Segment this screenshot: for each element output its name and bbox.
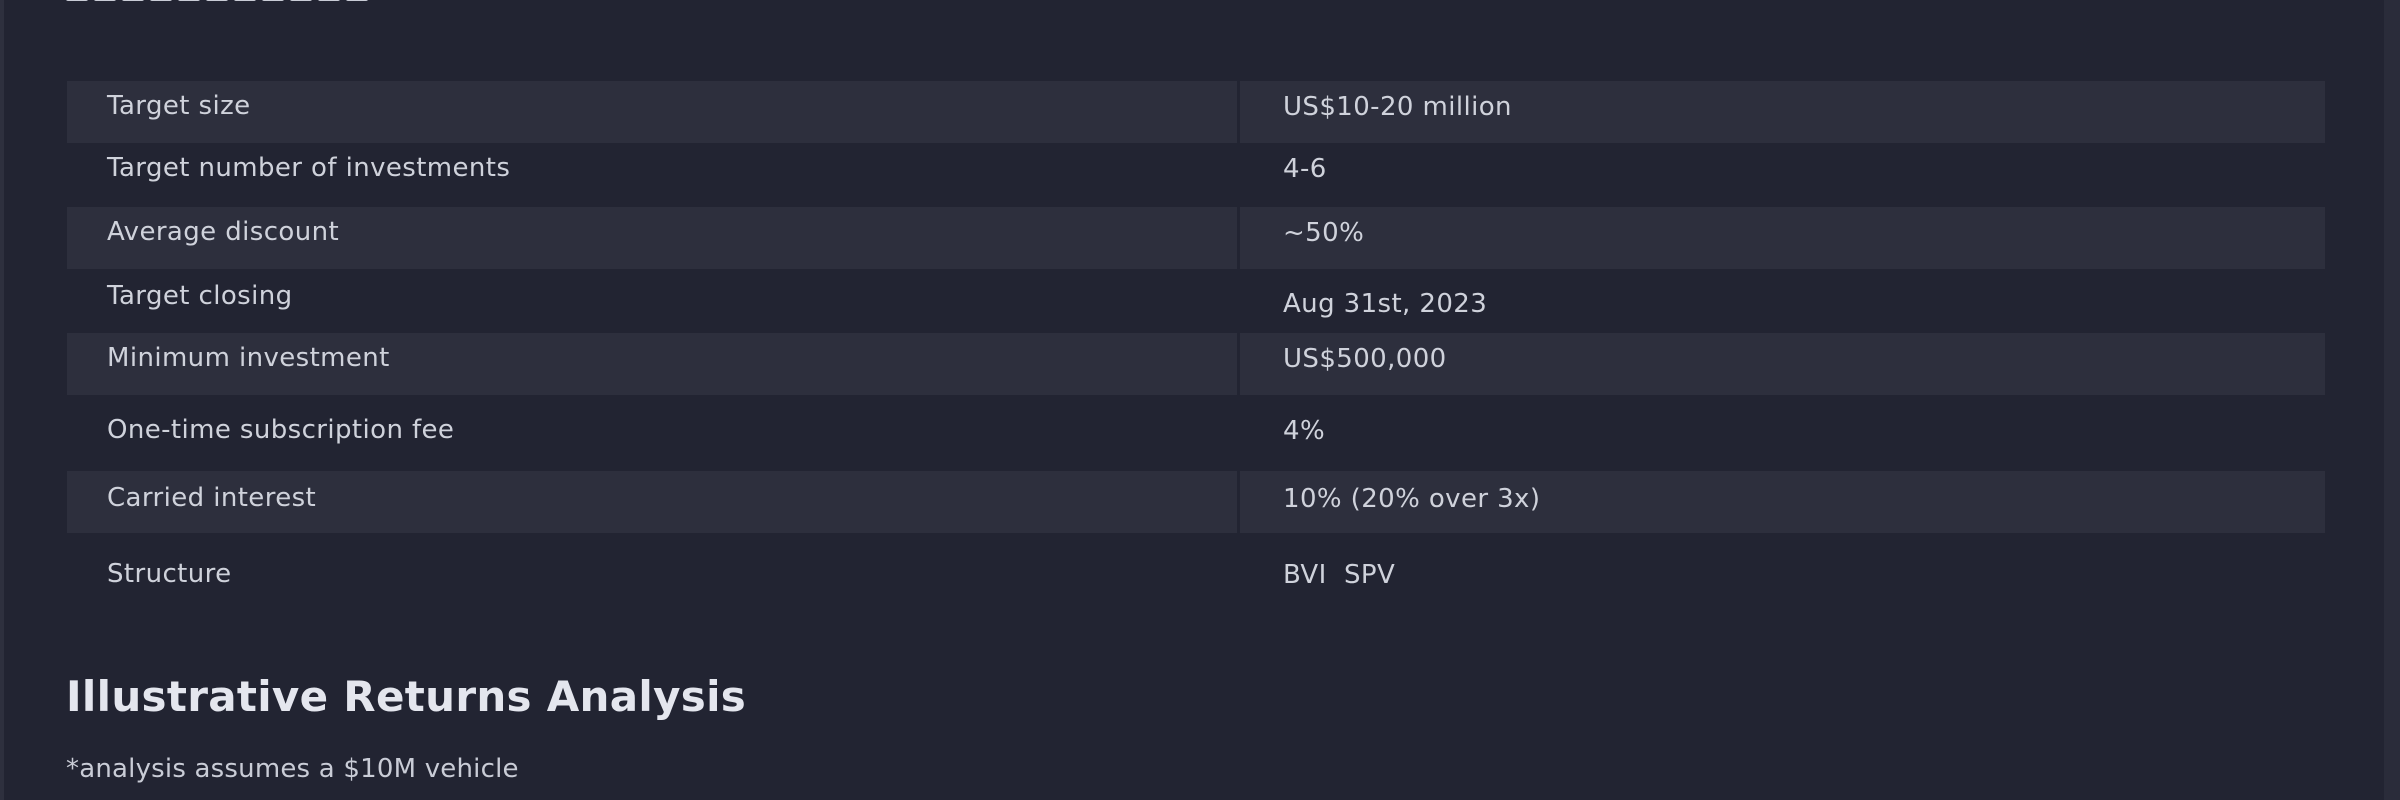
terms-value-cell: 4-6 [1239,143,2326,207]
terms-label: Carried interest [107,483,317,513]
illustrative-returns-note: *analysis assumes a $10M vehicle [66,754,519,784]
terms-value-cell: Aug 31st, 2023 [1239,269,2326,333]
terms-value-cell: US$500,000 [1238,333,2325,395]
terms-row: Target number of investments 4-6 [67,143,2325,207]
terms-row: Average discount ~50% [67,207,2325,269]
terms-value: 4-6 [1283,154,1327,184]
terms-label-cell: Structure [67,533,1240,611]
terms-value-cell: 4% [1239,395,2326,471]
terms-label-cell: Target size [67,81,1240,143]
terms-row: One-time subscription fee 4% [67,395,2325,471]
terms-value-cell: BVI SPV [1239,533,2326,611]
terms-label: Structure [107,559,232,589]
terms-row: Carried interest 10% (20% over 3x) [67,471,2325,533]
scrollbar-track[interactable] [2384,0,2400,800]
terms-value: 10% (20% over 3x) [1283,484,1541,514]
terms-value: US$500,000 [1283,344,1447,374]
terms-label: Average discount [107,217,340,247]
terms-value-cell: US$10-20 million [1238,81,2325,143]
terms-value: ~50% [1283,218,1365,248]
terms-value: US$10-20 million [1283,92,1512,122]
terms-label-cell: One-time subscription fee [67,395,1240,471]
terms-label-cell: Average discount [67,207,1240,269]
terms-value: 4% [1283,416,1326,446]
terms-label: Target closing [107,281,293,311]
terms-label-cell: Target number of investments [67,143,1240,207]
terms-label: Target size [107,91,251,121]
terms-label-cell: Minimum investment [67,333,1240,395]
terms-label: Minimum investment [107,343,390,373]
terms-label: Target number of investments [107,153,511,183]
terms-label: One-time subscription fee [107,415,455,445]
terms-row: Target closing Aug 31st, 2023 [67,269,2325,333]
terms-row: Target size US$10-20 million [67,81,2325,143]
terms-value-cell: ~50% [1238,207,2325,269]
terms-label-cell: Target closing [67,269,1240,333]
illustrative-returns-heading: Illustrative Returns Analysis [66,672,747,721]
fund-terms-table-body: Target size US$10-20 million Target number… [67,81,2325,611]
cut-off-heading-fragment [66,0,486,2]
fund-terms-table: Target size US$10-20 million Target number… [67,81,2325,611]
left-panel-edge [0,0,4,800]
terms-value: BVI SPV [1283,560,1396,590]
terms-row: Minimum investment US$500,000 [67,333,2325,395]
terms-label-cell: Carried interest [67,471,1240,533]
terms-value-cell: 10% (20% over 3x) [1238,471,2325,533]
terms-value: Aug 31st, 2023 [1283,289,1488,319]
terms-row: Structure BVI SPV [67,533,2325,611]
